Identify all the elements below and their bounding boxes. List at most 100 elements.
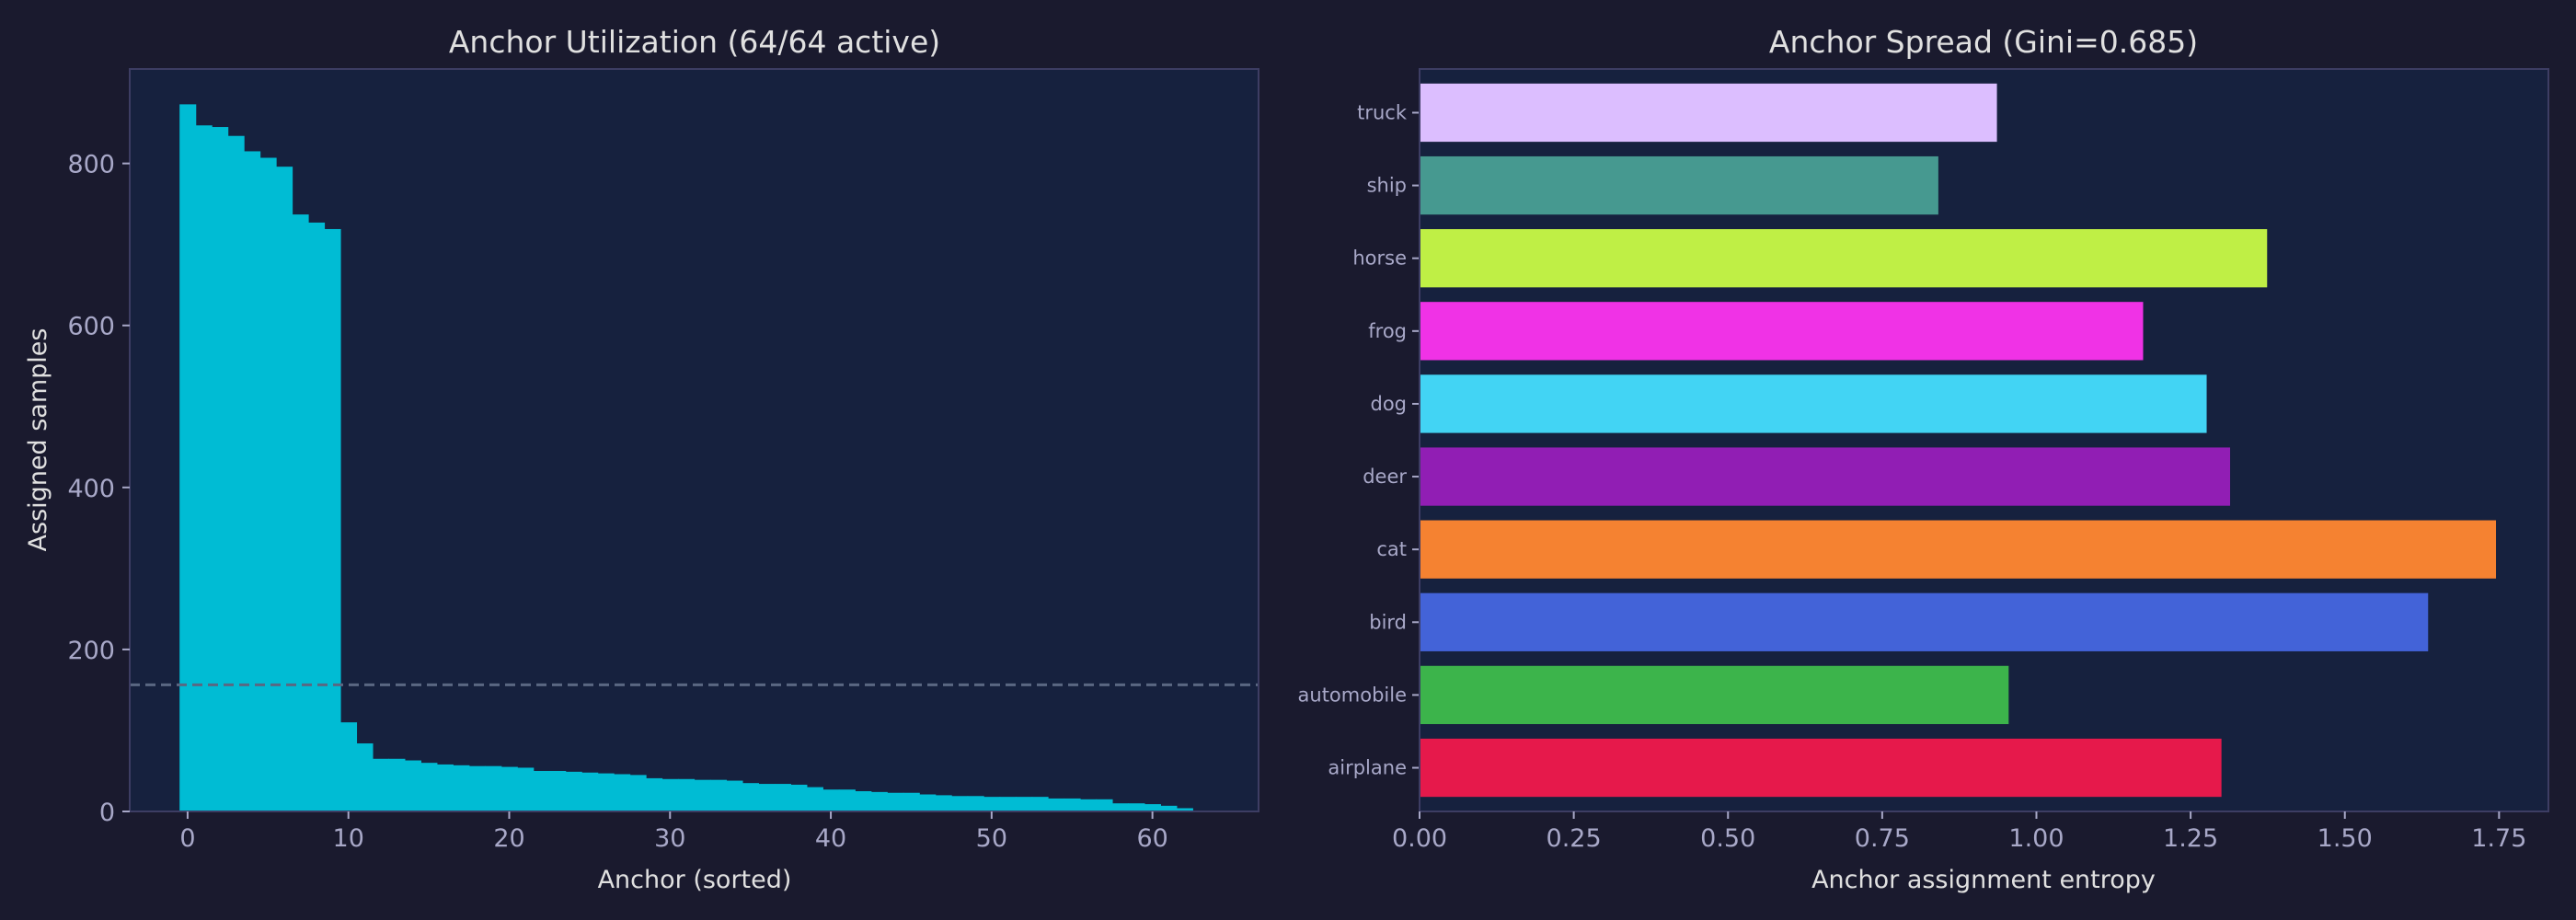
bar-anchor-33 bbox=[709, 779, 728, 811]
bar-anchor-12 bbox=[372, 758, 390, 811]
bar-anchor-61 bbox=[1160, 805, 1178, 811]
bar-truck bbox=[1420, 83, 1997, 143]
utilization-xlabel: Anchor (sorted) bbox=[598, 866, 792, 894]
x-tick-label: 40 bbox=[815, 824, 846, 853]
bar-anchor-55 bbox=[1064, 798, 1081, 811]
y-tick-label: 600 bbox=[67, 313, 115, 341]
bar-anchor-57 bbox=[1096, 799, 1113, 811]
bar-anchor-58 bbox=[1111, 803, 1130, 811]
bar-anchor-6 bbox=[276, 167, 293, 812]
bar-anchor-60 bbox=[1144, 804, 1161, 811]
bar-anchor-49 bbox=[967, 796, 984, 811]
bar-anchor-56 bbox=[1079, 799, 1098, 811]
bar-anchor-51 bbox=[999, 797, 1017, 811]
bar-anchor-20 bbox=[500, 766, 518, 811]
x-tick-label: 1.50 bbox=[2317, 824, 2373, 853]
spread-xlabel: Anchor assignment entropy bbox=[1811, 866, 2156, 894]
y-tick-label-deer: deer bbox=[1363, 466, 1407, 488]
bar-anchor-29 bbox=[646, 777, 663, 811]
bar-anchor-30 bbox=[661, 778, 679, 811]
y-tick-label: 200 bbox=[67, 637, 115, 665]
bar-anchor-54 bbox=[1048, 798, 1065, 811]
y-tick-label-automobile: automobile bbox=[1298, 684, 1407, 706]
bar-anchor-8 bbox=[308, 222, 326, 812]
bar-anchor-24 bbox=[565, 771, 582, 811]
bar-anchor-11 bbox=[356, 743, 374, 811]
utilization-title: Anchor Utilization (64/64 active) bbox=[449, 24, 940, 60]
bar-anchor-59 bbox=[1128, 803, 1145, 811]
y-tick-label-bird: bird bbox=[1369, 611, 1407, 633]
bar-anchor-31 bbox=[678, 778, 696, 811]
y-tick-label: 0 bbox=[99, 799, 115, 827]
x-tick-label: 30 bbox=[654, 824, 685, 853]
x-tick-label: 0.50 bbox=[1700, 824, 1755, 853]
bar-anchor-28 bbox=[629, 775, 647, 811]
bar-dog bbox=[1420, 374, 2207, 433]
axes-frame bbox=[1419, 68, 2549, 812]
y-tick-label: 400 bbox=[67, 475, 115, 503]
bar-bird bbox=[1420, 592, 2429, 651]
x-tick-label: 0.00 bbox=[1392, 824, 1447, 853]
bar-anchor-23 bbox=[549, 770, 567, 811]
y-tick-label-ship: ship bbox=[1367, 175, 1407, 197]
bar-anchor-27 bbox=[614, 774, 631, 811]
bar-anchor-25 bbox=[581, 772, 599, 811]
bar-anchor-35 bbox=[742, 783, 760, 811]
bar-anchor-0 bbox=[179, 104, 197, 811]
x-tick-label: 1.00 bbox=[2008, 824, 2064, 853]
bar-anchor-41 bbox=[838, 789, 856, 811]
bar-anchor-13 bbox=[388, 758, 406, 811]
bar-anchor-2 bbox=[212, 127, 229, 811]
bar-frog bbox=[1420, 302, 2144, 361]
bar-anchor-10 bbox=[339, 722, 358, 811]
spread-chart: Anchor Spread (Gini=0.685) Anchor assign… bbox=[1298, 24, 2549, 894]
bar-anchor-21 bbox=[517, 767, 535, 811]
bar-anchor-9 bbox=[324, 228, 341, 811]
x-tick-label: 50 bbox=[976, 824, 1007, 853]
y-tick-label: 800 bbox=[67, 151, 115, 179]
bar-automobile bbox=[1420, 665, 2009, 725]
bar-anchor-50 bbox=[983, 797, 1001, 811]
bar-anchor-15 bbox=[420, 763, 438, 811]
utilization-chart: Anchor Utilization (64/64 active) Anchor… bbox=[24, 24, 1259, 894]
x-tick-label: 0 bbox=[179, 824, 195, 853]
bar-anchor-7 bbox=[292, 214, 309, 811]
spread-title: Anchor Spread (Gini=0.685) bbox=[1769, 24, 2198, 60]
bar-anchor-4 bbox=[244, 151, 261, 812]
utilization-ylabel: Assigned samples bbox=[24, 328, 52, 552]
y-tick-label-cat: cat bbox=[1376, 538, 1407, 560]
bar-anchor-18 bbox=[468, 765, 486, 811]
x-tick-label: 0.75 bbox=[1855, 824, 1910, 853]
bar-anchor-22 bbox=[533, 770, 550, 811]
bar-anchor-19 bbox=[485, 765, 502, 811]
y-tick-label-frog: frog bbox=[1368, 320, 1407, 342]
y-tick-label-truck: truck bbox=[1357, 101, 1408, 123]
bar-anchor-40 bbox=[822, 789, 840, 811]
x-tick-label: 0.25 bbox=[1547, 824, 1602, 853]
bar-anchor-39 bbox=[806, 787, 823, 811]
bar-anchor-14 bbox=[404, 760, 421, 811]
bar-anchor-3 bbox=[227, 135, 245, 811]
y-tick-label-airplane: airplane bbox=[1328, 757, 1407, 779]
bar-anchor-32 bbox=[694, 779, 711, 811]
x-tick-label: 10 bbox=[333, 824, 364, 853]
bar-anchor-47 bbox=[935, 795, 952, 811]
bar-deer bbox=[1420, 447, 2231, 506]
bar-horse bbox=[1420, 229, 2268, 288]
bar-anchor-17 bbox=[453, 765, 470, 811]
x-tick-label: 20 bbox=[493, 824, 524, 853]
bar-anchor-52 bbox=[1016, 797, 1033, 811]
bar-anchor-43 bbox=[870, 791, 888, 811]
bar-anchor-62 bbox=[1176, 808, 1193, 811]
axes-frame bbox=[129, 68, 1259, 812]
bar-anchor-48 bbox=[951, 796, 969, 811]
bar-anchor-46 bbox=[919, 794, 937, 811]
bar-airplane bbox=[1420, 738, 2222, 798]
x-tick-label: 1.75 bbox=[2471, 824, 2526, 853]
y-tick-label-dog: dog bbox=[1370, 393, 1407, 415]
bar-anchor-44 bbox=[887, 792, 904, 811]
bar-anchor-42 bbox=[855, 790, 872, 811]
bar-anchor-38 bbox=[790, 784, 808, 811]
bar-anchor-1 bbox=[195, 125, 213, 811]
